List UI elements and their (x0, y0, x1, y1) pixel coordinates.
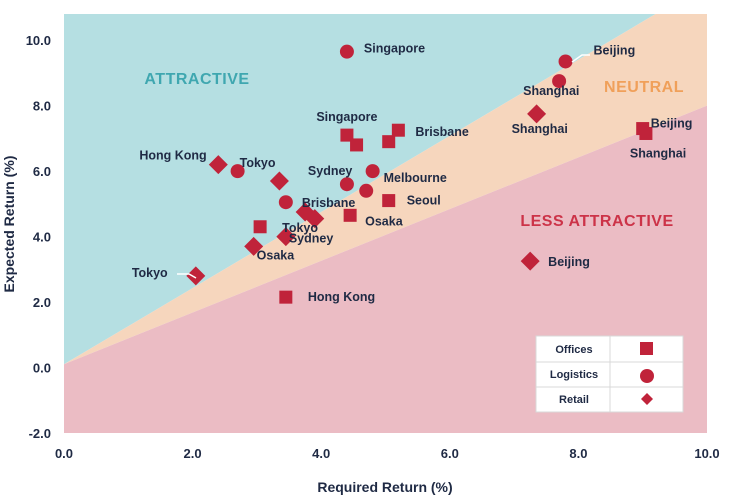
point-label: Sydney (308, 164, 353, 178)
y-tick-label: 6.0 (33, 164, 51, 179)
point-label: Hong Kong (139, 149, 206, 163)
zone-neutral (64, 14, 707, 365)
legend-label-retail: Retail (559, 394, 589, 406)
point-label: Singapore (316, 110, 377, 124)
point-diamond-retail-3 (305, 209, 325, 229)
point-square-offices-6 (253, 220, 267, 234)
point-diamond-retail-0 (208, 155, 228, 175)
point-label: Shanghai (512, 122, 568, 136)
point-diamond-retail-1 (269, 171, 289, 191)
point-label: Shanghai (630, 146, 686, 160)
point-label: Brisbane (415, 125, 469, 139)
legend: Offices Logistics Retail (535, 335, 684, 413)
point-label: Sydney (289, 232, 334, 246)
leader-line (571, 54, 590, 63)
legend-label-offices: Offices (555, 344, 592, 356)
point-label: Melbourne (384, 171, 447, 185)
legend-circle-icon (640, 369, 654, 383)
point-square-offices-4 (382, 194, 396, 208)
zone-label-neutral: NEUTRAL (604, 79, 684, 96)
point-square-offices-9 (639, 126, 653, 140)
point-square-offices-7 (279, 290, 293, 304)
point-square-offices-2 (382, 135, 396, 149)
y-tick-label: 10.0 (26, 33, 51, 48)
point-label: Tokyo (282, 221, 318, 235)
point-label: Tokyo (240, 156, 276, 170)
zone-attractive (64, 14, 656, 433)
legend-square-icon (640, 342, 653, 355)
point-diamond-retail-7 (527, 104, 547, 124)
point-diamond-retail-5 (244, 236, 264, 256)
point-diamond-retail-6 (186, 266, 206, 286)
point-label: Shanghai (523, 84, 579, 98)
point-label: Beijing (594, 43, 636, 57)
point-square-offices-0 (340, 128, 354, 142)
point-square-offices-5 (343, 208, 357, 222)
y-axis: -2.0 0.0 2.0 4.0 6.0 8.0 10.0 (26, 33, 51, 441)
legend-label-logistics: Logistics (550, 369, 598, 381)
point-label: Tokyo (132, 266, 168, 280)
y-tick-label: 8.0 (33, 99, 51, 114)
point-label: Beijing (651, 117, 693, 131)
point-circle-logistics-6 (359, 183, 374, 198)
leader-line (177, 273, 197, 279)
point-circle-logistics-2 (552, 74, 567, 89)
x-tick-label: 4.0 (312, 446, 330, 461)
zone-label-attractive: ATTRACTIVE (144, 71, 249, 88)
y-tick-label: 2.0 (33, 295, 51, 310)
point-label: Seoul (407, 194, 441, 208)
point-label: Beijing (548, 255, 590, 269)
point-circle-logistics-0 (339, 44, 354, 59)
point-circle-logistics-7 (278, 195, 293, 210)
x-tick-label: 8.0 (569, 446, 587, 461)
point-label: Osaka (257, 248, 296, 262)
point-circle-logistics-3 (230, 164, 245, 179)
point-square-offices-1 (350, 138, 364, 152)
data-points (186, 44, 653, 304)
point-label: Osaka (365, 214, 404, 228)
x-tick-label: 0.0 (55, 446, 73, 461)
point-diamond-retail-8 (520, 251, 540, 271)
legend-diamond-icon (641, 393, 653, 405)
x-axis-title: Required Return (%) (317, 479, 452, 495)
point-label: Hong Kong (308, 290, 375, 304)
y-tick-label: 0.0 (33, 361, 51, 376)
point-square-offices-3 (391, 123, 405, 137)
point-label: Brisbane (302, 196, 356, 210)
x-tick-label: 2.0 (184, 446, 202, 461)
y-tick-label: 4.0 (33, 230, 51, 245)
x-tick-label: 6.0 (441, 446, 459, 461)
y-axis-title: Expected Return (%) (1, 156, 17, 293)
x-axis: 0.0 2.0 4.0 6.0 8.0 10.0 (55, 446, 720, 461)
point-circle-logistics-5 (339, 177, 354, 192)
zone-label-less-attractive: LESS ATTRACTIVE (520, 213, 673, 230)
x-tick-label: 10.0 (694, 446, 719, 461)
y-tick-label: -2.0 (29, 426, 51, 441)
point-diamond-retail-4 (276, 227, 296, 247)
point-circle-logistics-4 (365, 164, 380, 179)
point-circle-logistics-1 (558, 54, 573, 69)
point-label: Singapore (364, 42, 425, 56)
